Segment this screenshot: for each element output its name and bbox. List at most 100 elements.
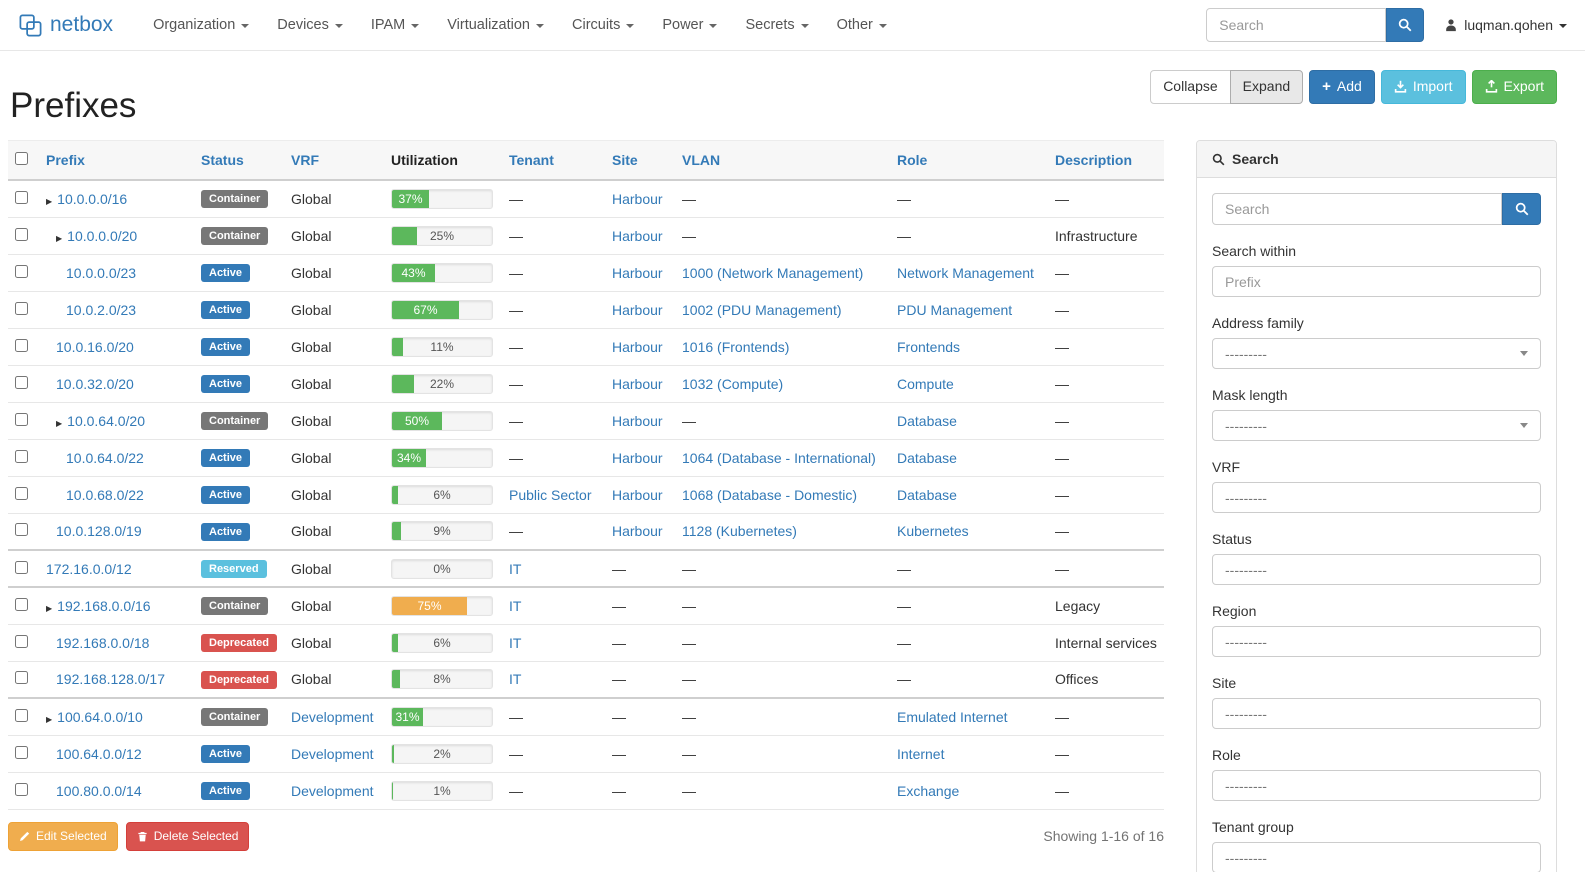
filter-select-mask-length[interactable]: --------- [1212, 410, 1541, 441]
sidebar-search-input[interactable] [1212, 193, 1502, 225]
role-link[interactable]: Database [897, 449, 957, 466]
prefix-link[interactable]: 172.16.0.0/12 [46, 560, 132, 577]
role-link[interactable]: PDU Management [897, 301, 1013, 318]
delete-selected-button[interactable]: Delete Selected [125, 821, 250, 851]
prefix-link[interactable]: 10.0.32.0/20 [56, 375, 134, 392]
role-link[interactable]: Database [897, 486, 957, 503]
navbar-search-input[interactable] [1206, 8, 1387, 42]
prefix-link[interactable]: 100.64.0.0/10 [57, 708, 143, 725]
nav-menu-ipam[interactable]: IPAM [357, 0, 433, 50]
tenant-link[interactable]: IT [509, 560, 522, 577]
row-checkbox[interactable] [15, 486, 28, 500]
column-sort-link[interactable]: VLAN [682, 152, 721, 168]
prefix-link[interactable]: 100.64.0.0/12 [56, 745, 142, 762]
vlan-link[interactable]: 1016 (Frontends) [682, 338, 790, 355]
filter-select-site[interactable]: --------- [1212, 698, 1541, 729]
vlan-link[interactable]: 1032 (Compute) [682, 375, 784, 392]
row-checkbox[interactable] [15, 745, 28, 759]
expand-button[interactable]: Expand [1229, 70, 1304, 104]
role-link[interactable]: Kubernetes [897, 523, 969, 540]
tenant-link[interactable]: Public Sector [509, 486, 592, 503]
nav-menu-circuits[interactable]: Circuits [558, 0, 648, 50]
column-sort-link[interactable]: Prefix [46, 152, 85, 168]
select-all-checkbox[interactable] [15, 152, 28, 165]
column-sort-link[interactable]: VRF [291, 152, 319, 168]
netbox-brand[interactable]: netbox [18, 13, 113, 38]
row-checkbox[interactable] [15, 708, 28, 722]
nav-menu-other[interactable]: Other [823, 0, 901, 50]
tenant-link[interactable]: IT [509, 597, 522, 614]
expand-arrow-icon[interactable]: ▶ [56, 418, 63, 428]
vrf-link[interactable]: Development [291, 782, 374, 799]
site-link[interactable]: Harbour [612, 264, 663, 281]
vlan-link[interactable]: 1002 (PDU Management) [682, 301, 842, 318]
expand-arrow-icon[interactable]: ▶ [46, 603, 53, 613]
site-link[interactable]: Harbour [612, 190, 663, 207]
row-checkbox[interactable] [15, 338, 28, 352]
prefix-link[interactable]: 192.168.0.0/16 [57, 597, 151, 614]
row-checkbox[interactable] [15, 375, 28, 389]
filter-select-role[interactable]: --------- [1212, 770, 1541, 801]
column-sort-link[interactable]: Role [897, 152, 928, 168]
expand-arrow-icon[interactable]: ▶ [56, 233, 63, 243]
prefix-link[interactable]: 10.0.128.0/19 [56, 523, 142, 540]
prefix-link[interactable]: 192.168.128.0/17 [56, 671, 165, 688]
column-sort-link[interactable]: Tenant [509, 152, 554, 168]
vlan-link[interactable]: 1000 (Network Management) [682, 264, 864, 281]
row-checkbox[interactable] [15, 412, 28, 426]
column-sort-link[interactable]: Status [201, 152, 244, 168]
vlan-link[interactable]: 1068 (Database - Domestic) [682, 486, 858, 503]
site-link[interactable]: Harbour [612, 523, 663, 540]
row-checkbox[interactable] [15, 227, 28, 241]
export-button[interactable]: Export [1471, 70, 1557, 104]
vlan-link[interactable]: 1128 (Kubernetes) [682, 523, 797, 540]
row-checkbox[interactable] [15, 597, 28, 611]
collapse-button[interactable]: Collapse [1150, 70, 1231, 104]
row-checkbox[interactable] [15, 782, 28, 796]
site-link[interactable]: Harbour [612, 301, 663, 318]
site-link[interactable]: Harbour [612, 338, 663, 355]
filter-select-status[interactable]: --------- [1212, 554, 1541, 585]
expand-arrow-icon[interactable]: ▶ [46, 196, 53, 206]
prefix-link[interactable]: 192.168.0.0/18 [56, 634, 150, 651]
site-link[interactable]: Harbour [612, 375, 663, 392]
row-checkbox[interactable] [15, 634, 28, 648]
filter-select-vrf[interactable]: --------- [1212, 482, 1541, 513]
role-link[interactable]: Emulated Internet [897, 708, 1008, 725]
row-checkbox[interactable] [15, 264, 28, 278]
tenant-link[interactable]: IT [509, 671, 522, 688]
row-checkbox[interactable] [15, 190, 28, 204]
vrf-link[interactable]: Development [291, 745, 374, 762]
role-link[interactable]: Frontends [897, 338, 961, 355]
nav-menu-virtualization[interactable]: Virtualization [433, 0, 558, 50]
column-sort-link[interactable]: Description [1055, 152, 1133, 168]
role-link[interactable]: Database [897, 412, 957, 429]
column-sort-link[interactable]: Site [612, 152, 638, 168]
navbar-search-button[interactable] [1386, 8, 1425, 42]
prefix-link[interactable]: 100.80.0.0/14 [56, 782, 142, 799]
filter-select-address-family[interactable]: --------- [1212, 338, 1541, 369]
prefix-link[interactable]: 10.0.16.0/20 [56, 338, 134, 355]
role-link[interactable]: Network Management [897, 264, 1034, 281]
prefix-link[interactable]: 10.0.64.0/22 [66, 449, 144, 466]
row-checkbox[interactable] [15, 671, 28, 685]
nav-menu-devices[interactable]: Devices [263, 0, 357, 50]
user-menu[interactable]: luqman.qohen [1444, 17, 1567, 33]
row-checkbox[interactable] [15, 523, 28, 537]
add-button[interactable]: + Add [1309, 70, 1375, 104]
site-link[interactable]: Harbour [612, 486, 663, 503]
tenant-link[interactable]: IT [509, 634, 522, 651]
role-link[interactable]: Internet [897, 745, 945, 762]
site-link[interactable]: Harbour [612, 227, 663, 244]
vlan-link[interactable]: 1064 (Database - International) [682, 449, 876, 466]
expand-arrow-icon[interactable]: ▶ [46, 714, 53, 724]
site-link[interactable]: Harbour [612, 412, 663, 429]
vrf-link[interactable]: Development [291, 708, 374, 725]
sidebar-search-button[interactable] [1502, 193, 1541, 225]
prefix-link[interactable]: 10.0.68.0/22 [66, 486, 144, 503]
filter-select-region[interactable]: --------- [1212, 626, 1541, 657]
site-link[interactable]: Harbour [612, 449, 663, 466]
prefix-link[interactable]: 10.0.0.0/20 [67, 227, 138, 244]
nav-menu-organization[interactable]: Organization [139, 0, 263, 50]
nav-menu-secrets[interactable]: Secrets [731, 0, 822, 50]
